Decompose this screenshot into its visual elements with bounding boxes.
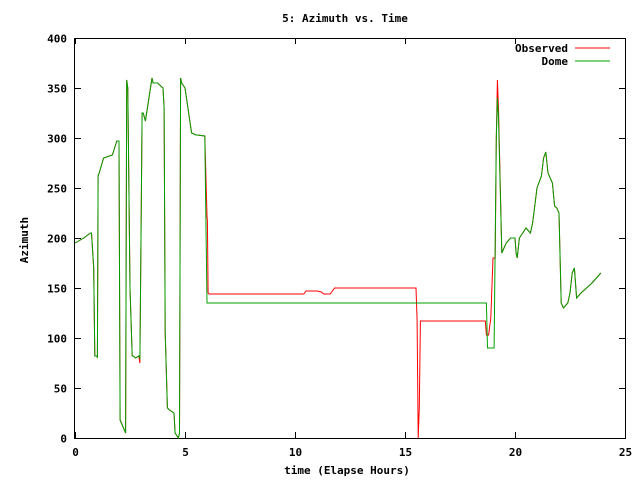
y-tick-label: 0 [60,433,67,446]
y-tick-label: 350 [47,83,67,96]
y-tick-label: 200 [47,233,67,246]
x-tick-label: 15 [399,446,412,459]
x-tick-label: 10 [289,446,302,459]
y-tick-label: 50 [54,383,67,396]
x-tick-label: 20 [509,446,522,459]
x-tick-label: 0 [72,446,79,459]
plot-area-frame [74,38,626,439]
series-line-observed [74,77,602,440]
chart-title: 5: Azimuth vs. Time [282,12,408,25]
x-axis-label: time (Elapse Hours) [284,464,410,477]
x-axis: 0 5 10 15 20 25 [72,38,632,459]
legend-label-dome: Dome [542,55,569,68]
y-axis-label: Azimuth [18,217,31,263]
x-tick-label: 25 [619,446,632,459]
y-tick-label: 300 [47,133,67,146]
y-tick-label: 250 [47,183,67,196]
legend-label-observed: Observed [515,42,568,55]
x-tick-label: 5 [182,446,189,459]
series-lines [74,77,602,440]
y-tick-label: 150 [47,283,67,296]
y-axis: 0 50 100 150 200 250 300 350 400 [47,33,625,446]
y-tick-label: 400 [47,33,67,46]
series-line-dome [74,77,602,440]
y-tick-label: 100 [47,333,67,346]
